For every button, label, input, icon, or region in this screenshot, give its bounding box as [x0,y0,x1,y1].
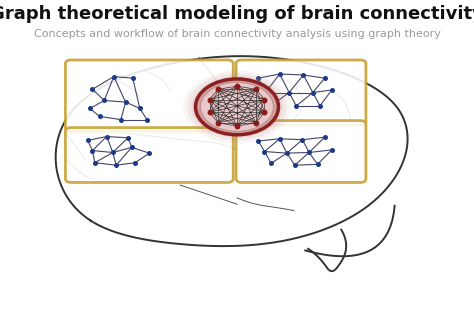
Point [252,87,260,92]
Point [112,163,120,168]
Ellipse shape [201,82,273,131]
Point [136,106,144,111]
Ellipse shape [187,73,287,140]
Point [109,150,117,155]
Point [283,151,291,156]
FancyBboxPatch shape [236,60,366,125]
Point [269,102,276,107]
Point [314,162,321,167]
Point [299,137,306,142]
Point [128,145,136,150]
Point [206,110,213,115]
Point [316,103,324,108]
Point [129,76,137,81]
Ellipse shape [183,70,291,143]
Point [321,135,328,140]
Ellipse shape [191,76,283,137]
Ellipse shape [195,79,279,135]
Point [261,110,268,115]
Point [261,97,268,102]
Point [291,163,299,168]
Point [103,134,110,139]
Point [91,160,99,165]
Point [276,136,283,141]
Point [124,135,132,140]
Text: Graph theoretical modeling of brain connectivity: Graph theoretical modeling of brain conn… [0,5,474,23]
FancyBboxPatch shape [236,121,366,182]
Point [110,74,118,79]
Point [328,87,336,93]
Point [267,161,275,166]
Point [89,87,96,92]
Point [233,123,241,129]
Point [84,138,91,143]
Point [233,84,241,89]
Point [96,114,103,119]
Point [309,90,317,95]
Text: Concepts and workflow of brain connectivity analysis using graph theory: Concepts and workflow of brain connectiv… [34,29,440,39]
Point [206,97,213,102]
Point [255,138,262,144]
Point [292,103,300,108]
Point [276,71,283,77]
Point [255,76,262,81]
Point [261,149,268,154]
Point [262,90,269,95]
Point [214,87,222,92]
FancyBboxPatch shape [65,60,233,131]
Point [285,90,293,95]
Point [214,120,222,125]
Point [300,72,307,78]
Point [328,147,336,152]
Point [86,106,94,111]
Point [146,151,153,156]
Point [252,120,260,125]
Point [100,98,108,103]
Point [89,148,96,153]
Point [131,160,139,165]
Point [143,117,151,122]
Point [122,100,129,105]
FancyBboxPatch shape [65,128,233,182]
Point [321,76,328,81]
Point [305,150,313,155]
Point [117,117,125,122]
